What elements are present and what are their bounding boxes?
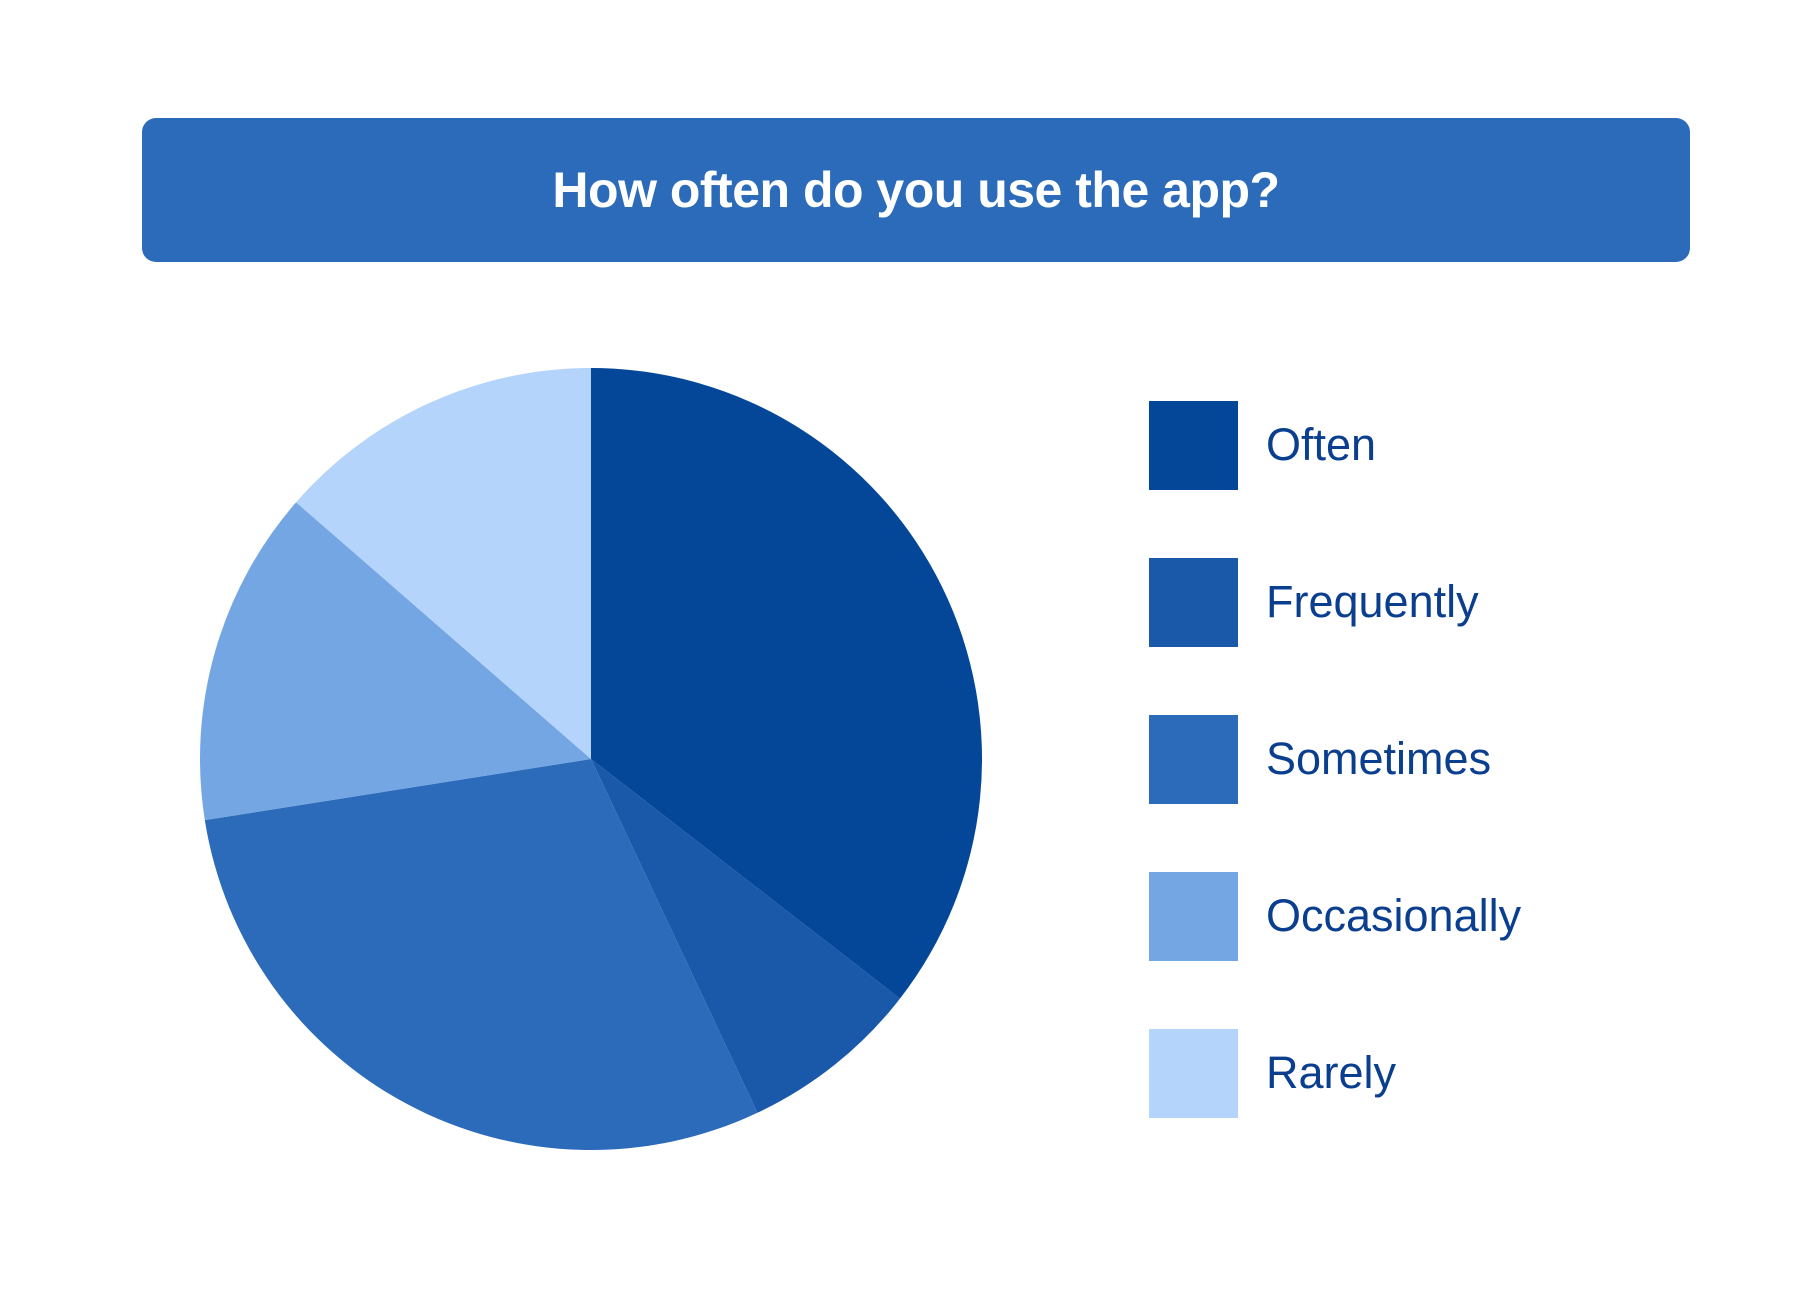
- legend-swatch-frequently: [1149, 557, 1238, 647]
- pie-slice-sometimes: [204, 759, 758, 1150]
- legend-label-rarely: Rarely: [1266, 1047, 1397, 1098]
- legend-item-occasionally: Occasionally: [1149, 871, 1669, 961]
- legend-swatch-often: [1149, 400, 1238, 490]
- pie-slice-often: [591, 368, 982, 999]
- pie-chart: [200, 368, 982, 1150]
- legend-item-sometimes: Sometimes: [1149, 714, 1669, 804]
- chart-title-banner: How often do you use the app?: [142, 118, 1690, 262]
- pie-slice-rarely: [296, 368, 591, 759]
- legend-swatch-rarely: [1149, 1028, 1238, 1118]
- legend-swatch-occasionally: [1149, 871, 1238, 961]
- pie-slice-frequently: [591, 759, 900, 1113]
- legend-item-frequently: Frequently: [1149, 557, 1669, 647]
- legend-item-often: Often: [1149, 400, 1669, 490]
- legend-swatch-sometimes: [1149, 714, 1238, 804]
- pie-chart-svg: [200, 368, 982, 1150]
- chart-title: How often do you use the app?: [552, 162, 1280, 218]
- legend-label-frequently: Frequently: [1266, 576, 1479, 627]
- legend-item-rarely: Rarely: [1149, 1028, 1669, 1118]
- legend-label-often: Often: [1266, 419, 1377, 470]
- legend-label-occasionally: Occasionally: [1266, 890, 1522, 941]
- pie-slice-occasionally: [200, 502, 591, 821]
- legend-label-sometimes: Sometimes: [1266, 733, 1492, 784]
